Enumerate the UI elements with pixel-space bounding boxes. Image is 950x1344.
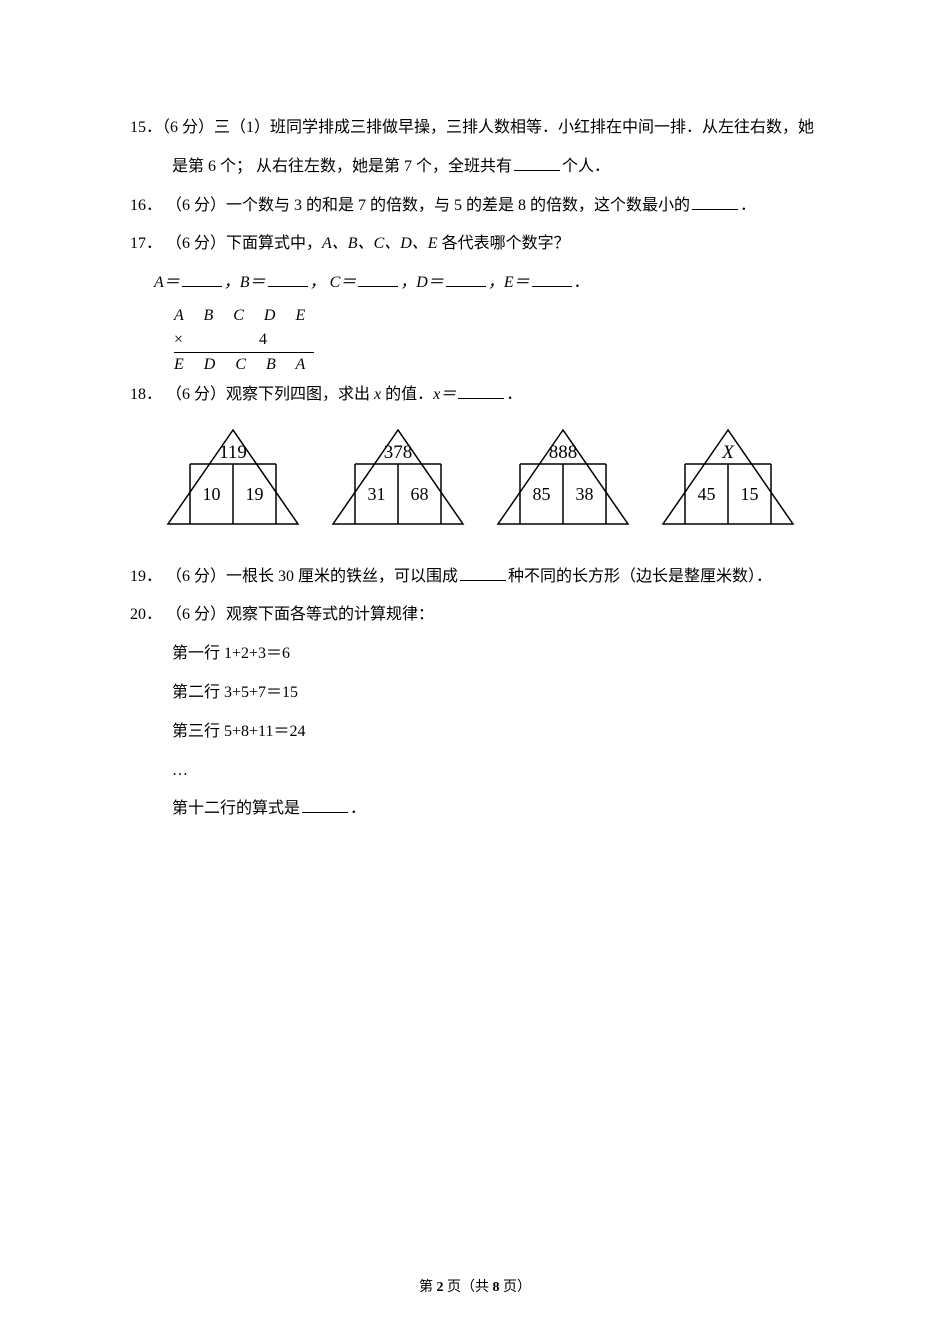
q17-text1: 17． （6 分）下面算式中， [130, 235, 322, 252]
q18-triangles-svg: 119 10 19 378 31 68 888 85 38 X 45 15 [158, 424, 808, 534]
q19-text-b: 种不同的长方形（边长是整厘米数）． [508, 568, 772, 585]
svg-text:38: 38 [576, 484, 594, 504]
page-footer: 第 2 页（共 8 页） [0, 1272, 950, 1304]
q20-line1: 20． （6 分）观察下面各等式的计算规律： [130, 597, 820, 634]
q17-blankC [358, 270, 398, 287]
svg-text:15: 15 [741, 484, 759, 504]
q16-tail: ． [740, 197, 756, 214]
q15-text2a: 是第 6 个； 从右往左数，她是第 7 个，全班共有 [172, 158, 512, 175]
q17-mult-mid: ×4 [174, 328, 314, 353]
q15-text1: 15．（6 分）三（1）班同学排成三排做早操，三排人数相等．小红排在中间一排．从… [130, 119, 814, 136]
svg-text:X: X [721, 442, 735, 463]
q16-text: 16． （6 分）一个数与 3 的和是 7 的倍数，与 5 的差是 8 的倍数，… [130, 197, 690, 214]
q17-mult-bot: E D C B A [174, 353, 820, 377]
footer-a: 第 [419, 1280, 437, 1295]
q17-D: ，D＝ [400, 274, 444, 291]
q17-A: A＝ [154, 274, 180, 291]
q16-line: 16． （6 分）一个数与 3 的和是 7 的倍数，与 5 的差是 8 的倍数，… [130, 188, 820, 225]
footer-b: 页（共 [444, 1280, 493, 1295]
q17-B: ，B＝ [224, 274, 266, 291]
q17-tail: 各代表哪个数字？ [438, 235, 570, 252]
q19-blank [460, 564, 506, 581]
svg-text:378: 378 [384, 442, 413, 463]
q17-mult-top: A B C D E [174, 304, 820, 328]
q17-mult-times: × [174, 331, 183, 348]
q20-row3: … [130, 753, 820, 790]
svg-text:45: 45 [698, 484, 716, 504]
q20-blank [302, 796, 348, 813]
svg-text:31: 31 [368, 484, 386, 504]
q15-text2b: 个人． [562, 158, 610, 175]
q15-blank [514, 154, 560, 171]
q18-line: 18． （6 分）观察下列四图，求出 x 的值．x＝． [130, 377, 820, 414]
q18-xeq: x＝ [433, 386, 456, 403]
q20-label: 20． （6 分）观察下面各等式的计算规律： [130, 606, 434, 623]
q18-tail: ． [506, 386, 522, 403]
q18-mid: 的值． [381, 386, 433, 403]
q17-line2: A＝ ，B＝ ， C＝ ，D＝ ，E＝ ． [130, 265, 820, 302]
footer-page: 2 [437, 1280, 444, 1295]
q17-mult-factor: 4 [259, 331, 275, 348]
q15-line2: 是第 6 个； 从右往左数，她是第 7 个，全班共有 个人． [130, 149, 820, 186]
q18-figure: 119 10 19 378 31 68 888 85 38 X 45 15 [158, 424, 820, 549]
q20-last-a: 第十二行的算式是 [172, 800, 300, 817]
svg-text:888: 888 [549, 442, 578, 463]
q17-blankD [446, 270, 486, 287]
svg-text:119: 119 [219, 442, 247, 463]
q17-blankB [268, 270, 308, 287]
q18-text1: 18． （6 分）观察下列四图，求出 [130, 386, 374, 403]
svg-text:10: 10 [203, 484, 221, 504]
q20-row2: 第三行 5+8+11＝24 [130, 714, 820, 751]
footer-c: 页） [500, 1280, 532, 1295]
q17-end: ． [574, 274, 590, 291]
q17-E: ，E＝ [488, 274, 530, 291]
svg-text:19: 19 [246, 484, 264, 504]
footer-total: 8 [493, 1280, 500, 1295]
q20-row0: 第一行 1+2+3＝6 [130, 636, 820, 673]
q17-blankA [182, 270, 222, 287]
q17-multiplication: A B C D E ×4 E D C B A [162, 304, 820, 377]
q18-blank [458, 382, 504, 399]
q17-blankE [532, 270, 572, 287]
q17-C: ， C＝ [310, 274, 357, 291]
q19-text-a: 19． （6 分）一根长 30 厘米的铁丝，可以围成 [130, 568, 458, 585]
svg-text:68: 68 [411, 484, 429, 504]
q16-blank [692, 193, 738, 210]
q15-line1: 15．（6 分）三（1）班同学排成三排做早操，三排人数相等．小红排在中间一排．从… [130, 110, 820, 147]
q20-last-b: ． [350, 800, 366, 817]
q20-row1: 第二行 3+5+7＝15 [130, 675, 820, 712]
q17-vars: A、B、C、D、E [322, 235, 438, 252]
q20-last: 第十二行的算式是 ． [130, 791, 820, 828]
q19-line: 19． （6 分）一根长 30 厘米的铁丝，可以围成 种不同的长方形（边长是整厘米… [130, 559, 820, 596]
svg-text:85: 85 [533, 484, 551, 504]
q17-line1: 17． （6 分）下面算式中，A、B、C、D、E 各代表哪个数字？ [130, 226, 820, 263]
